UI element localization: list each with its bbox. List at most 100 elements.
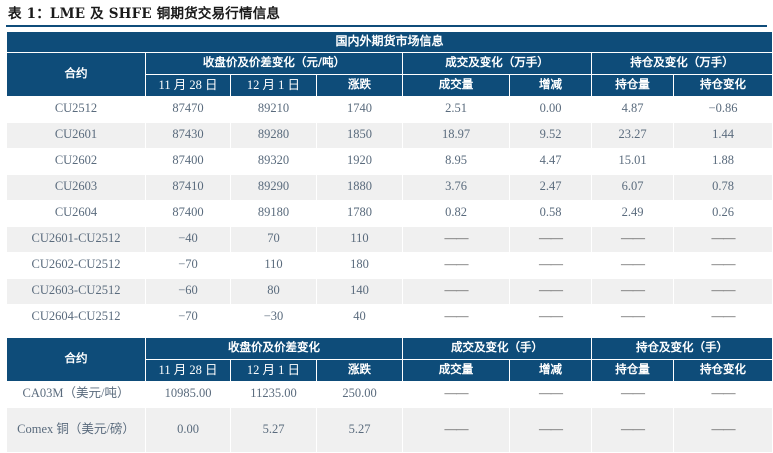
cell-openinterest: 15.01 xyxy=(592,148,673,174)
cell-nov28: −60 xyxy=(146,278,230,304)
header-volume: 成交量 xyxy=(403,359,509,381)
cell-contract: CU2602 xyxy=(7,148,145,174)
cell-dec1: 110 xyxy=(231,252,316,278)
cell-change: 140 xyxy=(317,278,402,304)
table-row: CU2604-CU2512 −70 −30 40 —— —— —— —— xyxy=(7,304,773,330)
header-date-nov28: 11 月 28 日 xyxy=(146,74,230,96)
cell-nov28: 10985.00 xyxy=(146,381,230,407)
cell-openinterest-change: 1.88 xyxy=(674,148,773,174)
table-row: CU2512 87470 89210 1740 2.51 0.00 4.87 −… xyxy=(7,96,773,122)
header-date-dec1: 12 月 1 日 xyxy=(231,359,316,381)
cell-volume: —— xyxy=(403,226,509,252)
cell-volume-change: —— xyxy=(510,304,591,330)
cell-volume: —— xyxy=(403,252,509,278)
cell-nov28: 87400 xyxy=(146,148,230,174)
cell-change: 110 xyxy=(317,226,402,252)
cell-volume-change: —— xyxy=(510,252,591,278)
header-openinterest-change: 持仓变化 xyxy=(674,74,773,96)
cell-contract: CU2603-CU2512 xyxy=(7,278,145,304)
table-body-top: CU2512 87470 89210 1740 2.51 0.00 4.87 −… xyxy=(7,96,773,330)
sub-header-row-top: 11 月 28 日 12 月 1 日 涨跌 成交量 增减 持仓量 持仓变化 xyxy=(7,74,773,96)
table-body-bottom: CA03M（美元/吨） 10985.00 11235.00 250.00 —— … xyxy=(7,381,772,452)
table-row: CU2601 87430 89280 1850 18.97 9.52 23.27… xyxy=(7,122,773,148)
cell-volume-change: —— xyxy=(510,278,591,304)
header-openinterest: 持仓量 xyxy=(592,74,673,96)
header-price-group: 收盘价及价差变化（元/吨） xyxy=(146,52,402,74)
cell-dec1: 70 xyxy=(231,226,316,252)
header-openinterest-group: 持仓及变化（手） xyxy=(592,337,772,359)
cell-openinterest: —— xyxy=(592,304,673,330)
cell-contract: CU2603 xyxy=(7,174,145,200)
header-date-nov28: 11 月 28 日 xyxy=(146,359,230,381)
cell-volume-change: 2.47 xyxy=(510,174,591,200)
header-volume: 成交量 xyxy=(403,74,509,96)
cell-volume: 8.95 xyxy=(403,148,509,174)
cell-nov28: 87400 xyxy=(146,200,230,226)
cell-change: 1880 xyxy=(317,174,402,200)
cell-contract: CU2604-CU2512 xyxy=(7,304,145,330)
table-banner-row: 国内外期货市场信息 xyxy=(7,31,773,52)
header-volume-group: 成交及变化（手） xyxy=(403,337,591,359)
cell-volume-change: 4.47 xyxy=(510,148,591,174)
cell-openinterest: —— xyxy=(592,226,673,252)
cell-openinterest: 4.87 xyxy=(592,96,673,122)
cell-volume: —— xyxy=(403,381,509,407)
header-price-group: 收盘价及价差变化 xyxy=(146,337,402,359)
cell-openinterest: —— xyxy=(592,381,673,407)
cell-change: 5.27 xyxy=(317,407,402,452)
cell-dec1: 89320 xyxy=(231,148,316,174)
cell-volume: 0.82 xyxy=(403,200,509,226)
cell-volume: —— xyxy=(403,407,509,452)
header-volume-change: 增减 xyxy=(510,359,591,381)
cell-contract: Comex 铜（美元/磅） xyxy=(7,407,145,452)
header-volume-change: 增减 xyxy=(510,74,591,96)
cell-dec1: 5.27 xyxy=(231,407,316,452)
cell-openinterest: —— xyxy=(592,278,673,304)
cell-openinterest: 2.49 xyxy=(592,200,673,226)
cell-openinterest: 6.07 xyxy=(592,174,673,200)
cell-nov28: 87410 xyxy=(146,174,230,200)
cell-contract: CU2604 xyxy=(7,200,145,226)
table-row: CA03M（美元/吨） 10985.00 11235.00 250.00 —— … xyxy=(7,381,772,407)
cell-volume: 2.51 xyxy=(403,96,509,122)
cell-dec1: 89210 xyxy=(231,96,316,122)
cell-contract: CU2601-CU2512 xyxy=(7,226,145,252)
table-row: CU2604 87400 89180 1780 0.82 0.58 2.49 0… xyxy=(7,200,773,226)
cell-volume-change: 9.52 xyxy=(510,122,591,148)
cell-nov28: −70 xyxy=(146,304,230,330)
table-row: CU2602-CU2512 −70 110 180 —— —— —— —— xyxy=(7,252,773,278)
cell-change: 180 xyxy=(317,252,402,278)
cell-volume-change: —— xyxy=(510,381,591,407)
cell-change: 250.00 xyxy=(317,381,402,407)
header-change: 涨跌 xyxy=(317,359,402,381)
cell-volume-change: —— xyxy=(510,226,591,252)
page-title: 表 1：LME 及 SHFE 铜期货交易行情信息 xyxy=(8,6,281,22)
cell-openinterest-change: 1.44 xyxy=(674,122,773,148)
cell-contract: CU2512 xyxy=(7,96,145,122)
group-header-row-top: 合约 收盘价及价差变化（元/吨） 成交及变化（万手） 持仓及变化（万手） xyxy=(7,52,773,96)
cell-change: 1780 xyxy=(317,200,402,226)
cell-volume: —— xyxy=(403,304,509,330)
header-openinterest-group: 持仓及变化（万手） xyxy=(592,52,773,74)
cell-openinterest-change: —— xyxy=(674,407,772,452)
header-volume-group: 成交及变化（万手） xyxy=(403,52,591,74)
cell-openinterest-change: 0.78 xyxy=(674,174,773,200)
cell-openinterest: —— xyxy=(592,252,673,278)
table-row: CU2601-CU2512 −40 70 110 —— —— —— —— xyxy=(7,226,773,252)
cell-dec1: 89280 xyxy=(231,122,316,148)
cell-nov28: −70 xyxy=(146,252,230,278)
cell-volume-change: 0.00 xyxy=(510,96,591,122)
cell-openinterest-change: —— xyxy=(674,278,773,304)
header-contract: 合约 xyxy=(7,337,145,381)
header-openinterest: 持仓量 xyxy=(592,359,673,381)
cell-openinterest-change: —— xyxy=(674,226,773,252)
cell-change: 1920 xyxy=(317,148,402,174)
cell-contract: CU2601 xyxy=(7,122,145,148)
cell-nov28: −40 xyxy=(146,226,230,252)
cell-openinterest: —— xyxy=(592,407,673,452)
cell-dec1: 89180 xyxy=(231,200,316,226)
futures-market-table-bottom: 合约 收盘价及价差变化 成交及变化（手） 持仓及变化（手） 11 月 28 日 … xyxy=(6,337,773,453)
cell-openinterest-change: —— xyxy=(674,304,773,330)
header-change: 涨跌 xyxy=(317,74,402,96)
